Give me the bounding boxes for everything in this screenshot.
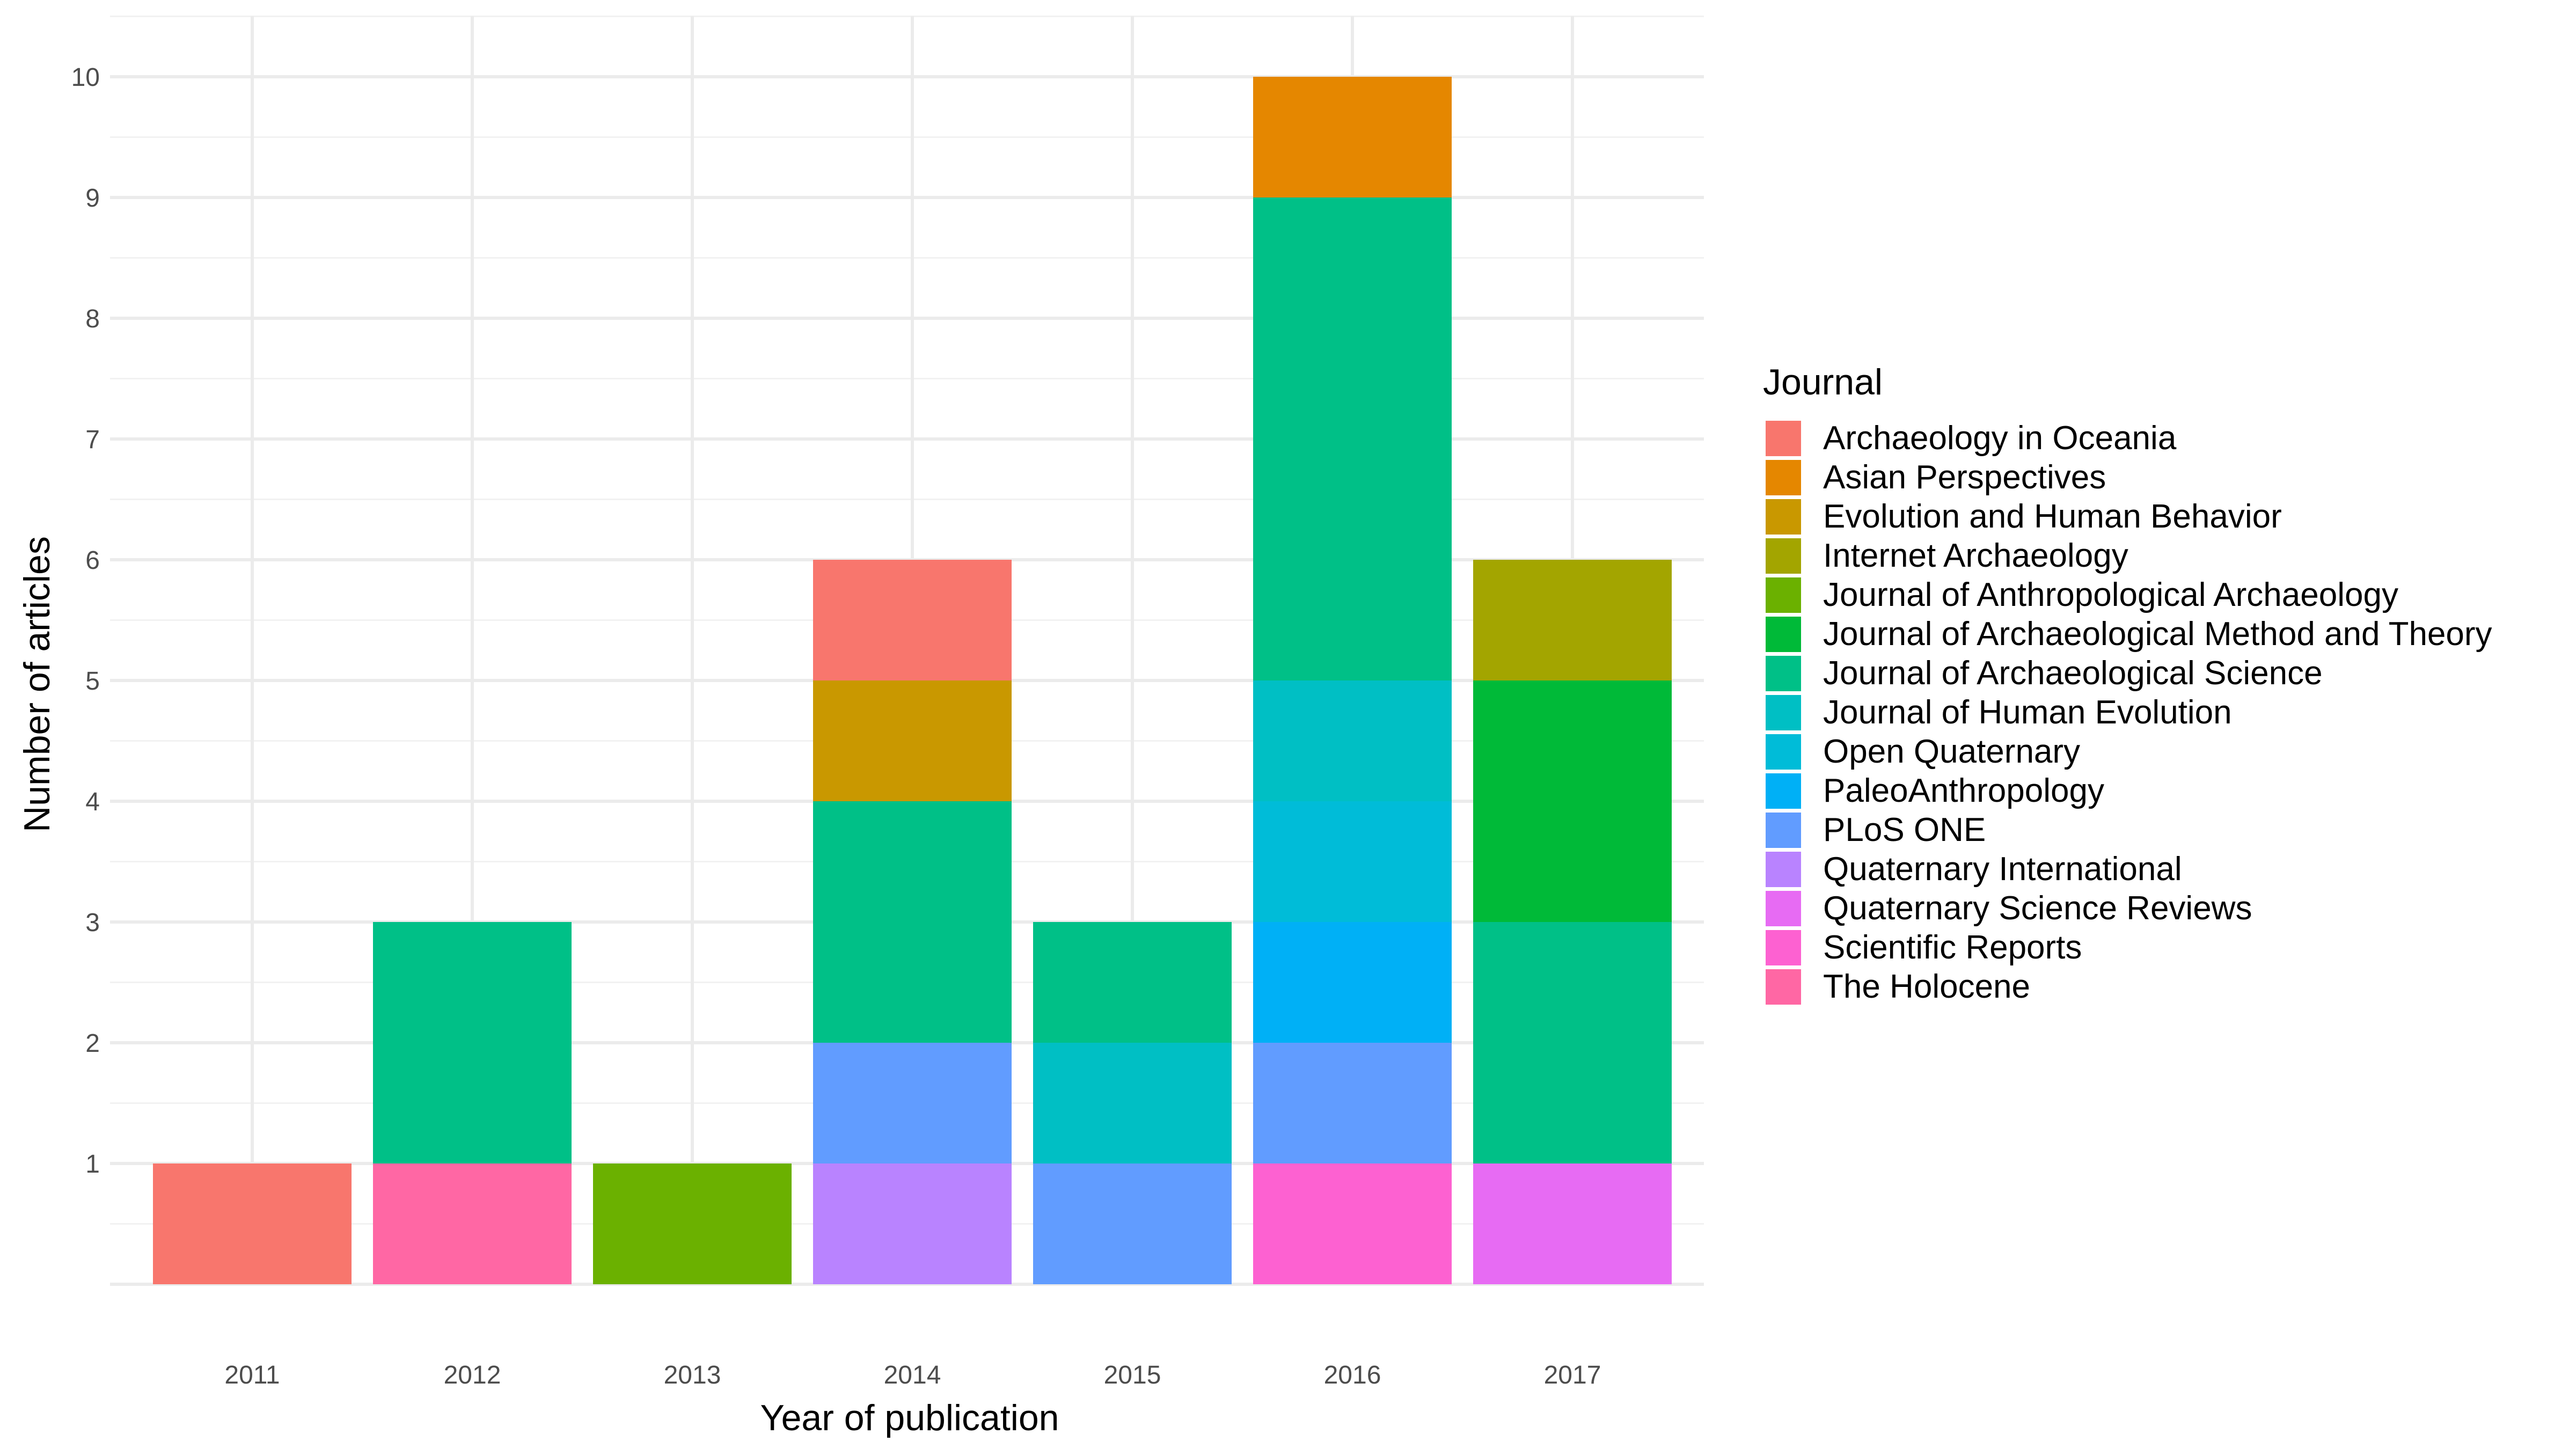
bar-segment-2014-archaeology-in-oceania: [813, 560, 1012, 680]
legend-swatch: [1766, 813, 1801, 848]
legend-swatch: [1766, 617, 1801, 652]
bar-segment-2016-open-quaternary: [1253, 801, 1452, 922]
legend-label: Scientific Reports: [1823, 929, 2082, 966]
legend-label: Evolution and Human Behavior: [1823, 498, 2282, 535]
bar-segment-2017-journal-of-archaeological-science: [1473, 922, 1672, 1163]
bar-segment-2012-journal-of-archaeological-science: [373, 922, 572, 1163]
bar-segment-2015-journal-of-archaeological-science: [1033, 922, 1232, 1043]
legend-label: Quaternary International: [1823, 851, 2182, 888]
y-axis-title: Number of articles: [17, 536, 57, 832]
legend-label: The Holocene: [1823, 968, 2030, 1005]
y-tick-label: 7: [85, 426, 100, 454]
legend-label: Journal of Human Evolution: [1823, 694, 2232, 731]
bar-segment-2014-plos-one: [813, 1043, 1012, 1163]
legend-label: Asian Perspectives: [1823, 459, 2106, 496]
legend-label: Open Quaternary: [1823, 733, 2080, 770]
bar-segment-2015-plos-one: [1033, 1163, 1232, 1284]
bar-segment-2016-paleoanthropology: [1253, 922, 1452, 1043]
y-tick-label: 5: [85, 667, 100, 696]
x-tick-label: 2012: [444, 1361, 501, 1389]
legend-swatch: [1766, 930, 1801, 965]
bar-segment-2013-journal-of-anthropological-archaeology: [593, 1163, 792, 1284]
bar-segment-2016-journal-of-archaeological-science: [1253, 197, 1452, 680]
legend-label: Internet Archaeology: [1823, 537, 2128, 574]
bar-segment-2016-asian-perspectives: [1253, 77, 1452, 197]
y-tick-label: 3: [85, 909, 100, 937]
y-tick-label: 1: [85, 1150, 100, 1179]
x-axis-title: Year of publication: [760, 1397, 1059, 1438]
y-tick-label: 9: [85, 184, 100, 213]
bar-segment-2017-journal-of-archaeological-method-and-theory: [1473, 680, 1672, 922]
x-tick-label: 2011: [224, 1361, 280, 1389]
x-tick-label: 2014: [884, 1361, 941, 1389]
bar-segment-2016-plos-one: [1253, 1043, 1452, 1163]
y-tick-label: 6: [85, 546, 100, 575]
bar-segment-2012-the-holocene: [373, 1163, 572, 1284]
legend-label: Quaternary Science Reviews: [1823, 890, 2252, 927]
y-tick-labels: 1 2 3 4 5 6 7 8 9 10: [71, 63, 100, 1179]
legend-swatch: [1766, 421, 1801, 456]
x-tick-label: 2015: [1104, 1361, 1161, 1389]
bar-segment-2017-internet-archaeology: [1473, 560, 1672, 680]
y-tick-label: 8: [85, 305, 100, 333]
bar-segment-2015-journal-of-human-evolution: [1033, 1043, 1232, 1163]
bar-segment-2017-quaternary-science-reviews: [1473, 1163, 1672, 1284]
legend-label: Journal of Archaeological Method and The…: [1823, 616, 2492, 653]
legend-swatch: [1766, 460, 1801, 495]
legend-label: Journal of Archaeological Science: [1823, 655, 2323, 692]
y-tick-label: 2: [85, 1029, 100, 1058]
bar-segments: [153, 77, 1672, 1284]
bar-segment-2014-quaternary-international: [813, 1163, 1012, 1284]
bar-segment-2014-evolution-and-human-behavior: [813, 680, 1012, 801]
legend-title: Journal: [1763, 362, 1883, 402]
legend-label: Archaeology in Oceania: [1823, 420, 2177, 457]
legend-swatch: [1766, 499, 1801, 535]
legend-label: Journal of Anthropological Archaeology: [1823, 576, 2398, 613]
legend-swatch: [1766, 577, 1801, 613]
bar-segment-2016-journal-of-human-evolution: [1253, 680, 1452, 801]
legend-swatch: [1766, 656, 1801, 691]
legend-label: PaleoAnthropology: [1823, 772, 2104, 809]
bar-segment-2014-journal-of-archaeological-science: [813, 801, 1012, 1043]
legend-swatch: [1766, 538, 1801, 574]
legend-swatch: [1766, 734, 1801, 770]
y-tick-label: 4: [85, 788, 100, 816]
legend-label: PLoS ONE: [1823, 811, 1986, 848]
legend-swatch: [1766, 852, 1801, 887]
bar-segment-2011-archaeology-in-oceania: [153, 1163, 352, 1284]
legend-swatch: [1766, 773, 1801, 809]
legend-swatch: [1766, 969, 1801, 1005]
y-tick-label: 10: [71, 63, 100, 92]
bar-segment-2016-scientific-reports: [1253, 1163, 1452, 1284]
legend-swatch: [1766, 891, 1801, 926]
legend-swatch: [1766, 695, 1801, 730]
x-tick-label: 2013: [664, 1361, 721, 1389]
x-tick-label: 2017: [1544, 1361, 1601, 1389]
x-tick-labels: 2011 2012 2013 2014 2015 2016 2017: [224, 1361, 1601, 1389]
x-tick-label: 2016: [1324, 1361, 1381, 1389]
